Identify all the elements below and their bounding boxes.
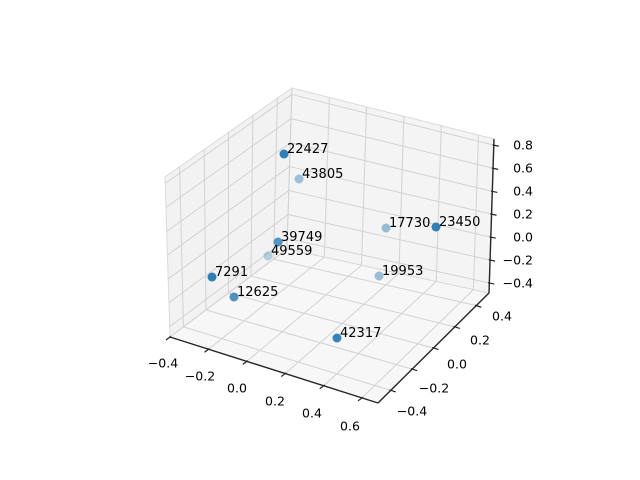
y-tick-mark: [453, 325, 460, 330]
z-tick-mark: [487, 282, 495, 285]
y-tick-label: 0.2: [470, 333, 490, 348]
y-gridline-floor: [273, 258, 477, 307]
z-gridline-right-wall: [291, 93, 494, 146]
y-tick-mark: [432, 347, 439, 351]
z-gridline-right-wall: [290, 118, 494, 169]
z-gridline-right-wall: [287, 214, 491, 261]
x-tick-mark: [204, 347, 210, 353]
x-tick-mark: [319, 384, 326, 390]
x-gridline-wall: [398, 116, 405, 274]
x-axis-line: [169, 336, 379, 404]
point-label: 22427: [287, 142, 328, 157]
x-tick-mark: [280, 372, 287, 378]
data-point: [207, 272, 217, 282]
y-tick-label: 0.0: [447, 357, 467, 372]
x-gridline-wall: [435, 125, 442, 282]
x-tick-label: −0.2: [185, 369, 215, 384]
data-point: [263, 251, 273, 261]
z-tick-mark: [489, 236, 496, 239]
x-gridline-wall: [286, 87, 293, 250]
data-point: [273, 237, 283, 247]
z-tick-mark: [490, 213, 497, 216]
y-tick-mark: [410, 368, 418, 372]
y-gridline-floor: [183, 326, 391, 391]
y-gridline-wall: [250, 115, 254, 277]
x-tick-label: 0.2: [265, 394, 285, 409]
z-axis-line: [488, 138, 495, 294]
z-gridline-right-wall: [288, 190, 491, 238]
z-gridline-right-wall: [289, 166, 492, 215]
data-point: [374, 271, 384, 281]
z-tick-label: −0.4: [503, 276, 533, 291]
z-tick-mark: [491, 167, 499, 170]
y-tick-label: −0.4: [397, 404, 427, 419]
point-label: 19953: [382, 264, 423, 279]
z-tick-label: −0.2: [503, 253, 533, 268]
data-point: [229, 292, 239, 302]
y-tick-label: −0.2: [419, 381, 449, 396]
z-gridline-left-wall: [164, 94, 293, 184]
z-gridline-left-wall: [165, 118, 292, 208]
y-gridline-floor: [228, 292, 434, 349]
point-label: 42317: [340, 326, 381, 341]
data-point: [294, 174, 304, 184]
x-gridline-wall: [323, 97, 330, 258]
z-gridline-left-wall: [169, 238, 288, 328]
z-gridline-right-wall: [290, 142, 493, 192]
point-label: 39749: [281, 230, 322, 245]
point-label: 43805: [302, 167, 343, 182]
z-tick-mark: [492, 144, 499, 147]
z-gridline-left-wall: [167, 190, 290, 280]
x-tick-label: 0.0: [227, 381, 247, 396]
x-tick-label: 0.6: [340, 419, 360, 434]
data-point: [431, 222, 441, 232]
y-tick-label: 0.4: [492, 309, 512, 324]
y-gridline-wall: [203, 149, 207, 310]
y-gridline-floor: [205, 309, 413, 370]
z-tick-label: 0.2: [513, 207, 533, 222]
point-label: 12625: [237, 285, 278, 300]
x-tick-label: −0.4: [148, 356, 178, 371]
z-gridline-left-wall: [168, 214, 289, 304]
z-tick-mark: [488, 259, 496, 262]
data-point: [381, 223, 391, 233]
x-tick-label: 0.4: [302, 406, 322, 421]
x-tick-mark: [357, 396, 364, 402]
y-tick-mark: [474, 304, 482, 308]
y-gridline-wall: [179, 166, 184, 327]
x-tick-mark: [165, 335, 172, 341]
data-point: [332, 333, 342, 343]
z-tick-label: 0.4: [513, 184, 533, 199]
z-gridline-left-wall: [167, 166, 290, 256]
x-tick-mark: [242, 360, 249, 365]
z-tick-label: 0.0: [513, 230, 533, 245]
point-label: 49559: [271, 244, 312, 259]
z-tick-mark: [490, 190, 498, 194]
point-label: 17730: [389, 216, 430, 231]
y-tick-mark: [389, 389, 396, 393]
data-point: [279, 149, 289, 159]
z-tick-label: 0.8: [513, 138, 533, 153]
x-gridline-wall: [472, 135, 479, 290]
point-label: 23450: [439, 215, 480, 230]
y-gridline-floor: [250, 275, 455, 328]
z-gridline-right-wall: [287, 238, 490, 284]
z-tick-label: 0.6: [513, 161, 533, 176]
z-gridline-left-wall: [166, 142, 291, 232]
point-label: 7291: [215, 265, 248, 280]
y-gridline-wall: [273, 98, 278, 260]
x-gridline-wall: [361, 106, 368, 266]
